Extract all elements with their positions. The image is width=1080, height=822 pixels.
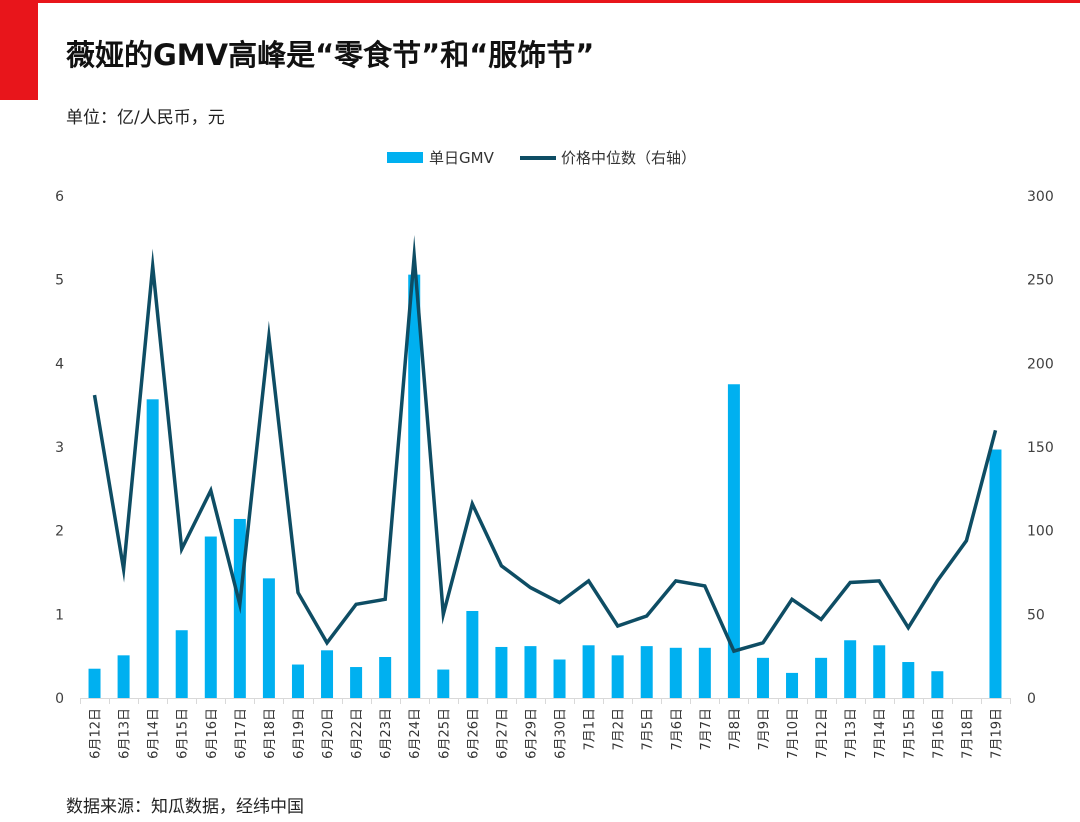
x-axis-labels: 6月12日 6月13日 6月14日 6月15日 6月16日 6月17日 6月18日 6月19日… (89, 708, 1005, 759)
bar-6月19日 (291, 664, 304, 698)
y-right-tick-label: 250 (1027, 273, 1054, 289)
x-tick-label: 7月7日 (699, 708, 714, 751)
y-left-tick-label: 1 (55, 607, 64, 623)
x-tick-label: 6月16日 (205, 708, 220, 759)
x-tick-label: 6月24日 (408, 708, 423, 759)
bar-7月1日 (582, 645, 595, 698)
x-tick-label: 7月10日 (786, 708, 801, 759)
x-tick-label: 6月23日 (379, 708, 394, 759)
x-tick-label: 7月9日 (757, 708, 772, 751)
x-tick-label: 7月8日 (728, 708, 743, 751)
x-tick-label: 7月5日 (641, 708, 656, 751)
bar-7月15日 (902, 662, 915, 698)
line-series-price-median (92, 235, 998, 654)
x-tick-label: 6月29日 (524, 708, 539, 759)
x-tick-label: 6月25日 (437, 708, 452, 759)
y-right-tick-label: 150 (1027, 440, 1054, 456)
bar-6月18日 (262, 578, 275, 698)
bar-7月6日 (669, 647, 682, 698)
bar-series-gmv (88, 274, 1002, 698)
x-tick-label: 6月19日 (292, 708, 307, 759)
x-tick-label: 6月30日 (554, 708, 569, 759)
x-tick-label: 6月27日 (495, 708, 510, 759)
top-accent-line (0, 0, 1080, 3)
x-tick-label: 7月6日 (670, 708, 685, 751)
x-tick-label: 7月2日 (612, 708, 627, 751)
x-tick-label: 7月12日 (815, 708, 830, 759)
y-right-tick-label: 50 (1027, 607, 1045, 623)
y-left-tick-label: 2 (55, 524, 64, 540)
x-tick-label: 7月1日 (583, 708, 598, 751)
x-tick-label: 6月14日 (147, 708, 162, 759)
bar-6月22日 (350, 667, 363, 698)
x-tick-label: 6月18日 (263, 708, 278, 759)
unit-label: 单位：亿/人民币，元 (66, 108, 225, 128)
bar-6月29日 (524, 646, 537, 698)
x-tick-label: 6月26日 (466, 708, 481, 759)
y-left-tick-label: 0 (55, 691, 64, 707)
bar-7月7日 (698, 647, 711, 698)
price-median-line (92, 235, 998, 654)
bar-7月8日 (727, 384, 740, 698)
y-right-tick-label: 200 (1027, 356, 1054, 372)
legend-label-line: 价格中位数（右轴） (561, 149, 696, 167)
x-tick-label: 6月17日 (234, 708, 249, 759)
bar-6月20日 (321, 650, 334, 698)
bar-7月12日 (815, 657, 828, 698)
chart-legend: 单日GMV 价格中位数（右轴） (387, 149, 696, 167)
x-tick-label: 7月14日 (873, 708, 888, 759)
x-tick-label: 6月22日 (350, 708, 365, 759)
bar-6月30日 (553, 659, 566, 698)
y-left-tick-label: 4 (55, 356, 64, 372)
bar-6月23日 (379, 657, 392, 698)
x-tick-label: 7月13日 (844, 708, 859, 759)
x-tick-label: 7月16日 (931, 708, 946, 759)
y-left-tick-label: 3 (55, 440, 64, 456)
bar-7月2日 (611, 655, 624, 698)
bar-7月5日 (640, 646, 653, 698)
x-tick-label: 7月19日 (989, 708, 1004, 759)
x-tick-label: 6月20日 (321, 708, 336, 759)
page-title: 薇娅的GMV高峰是“零食节”和“服饰节” (66, 38, 595, 72)
x-tick-label: 7月15日 (902, 708, 917, 759)
bar-6月12日 (88, 668, 101, 698)
legend-label-bar: 单日GMV (429, 149, 495, 167)
bar-6月24日 (408, 274, 421, 698)
y-right-tick-label: 100 (1027, 524, 1054, 540)
x-tick-label: 6月13日 (118, 708, 133, 759)
bar-6月25日 (437, 669, 450, 698)
bar-7月13日 (844, 640, 857, 698)
bar-6月26日 (466, 610, 479, 698)
x-tick-label: 7月18日 (960, 708, 975, 759)
brand-red-block (0, 0, 38, 100)
legend-swatch-bar (387, 152, 423, 163)
bar-7月9日 (756, 657, 769, 698)
bar-7月16日 (931, 671, 944, 698)
bar-7月10日 (786, 672, 799, 698)
bar-6月14日 (146, 399, 159, 698)
chart-axes: 0 1 2 3 4 5 6 0 50 100 150 200 250 300 (55, 189, 1054, 707)
y-right-tick-label: 0 (1027, 691, 1036, 707)
y-left-tick-label: 6 (55, 189, 64, 205)
bar-6月27日 (495, 646, 508, 698)
y-left-tick-label: 5 (55, 273, 64, 289)
bar-7月19日 (989, 449, 1002, 698)
data-source-note: 数据来源：知瓜数据，经纬中国 (66, 797, 304, 817)
bar-6月15日 (175, 630, 188, 698)
bar-6月16日 (204, 536, 217, 698)
x-tick-label: 6月15日 (176, 708, 191, 759)
bar-7月14日 (873, 645, 886, 698)
bar-6月13日 (117, 655, 130, 698)
x-tick-label: 6月12日 (89, 708, 104, 759)
y-right-tick-label: 300 (1027, 189, 1054, 205)
